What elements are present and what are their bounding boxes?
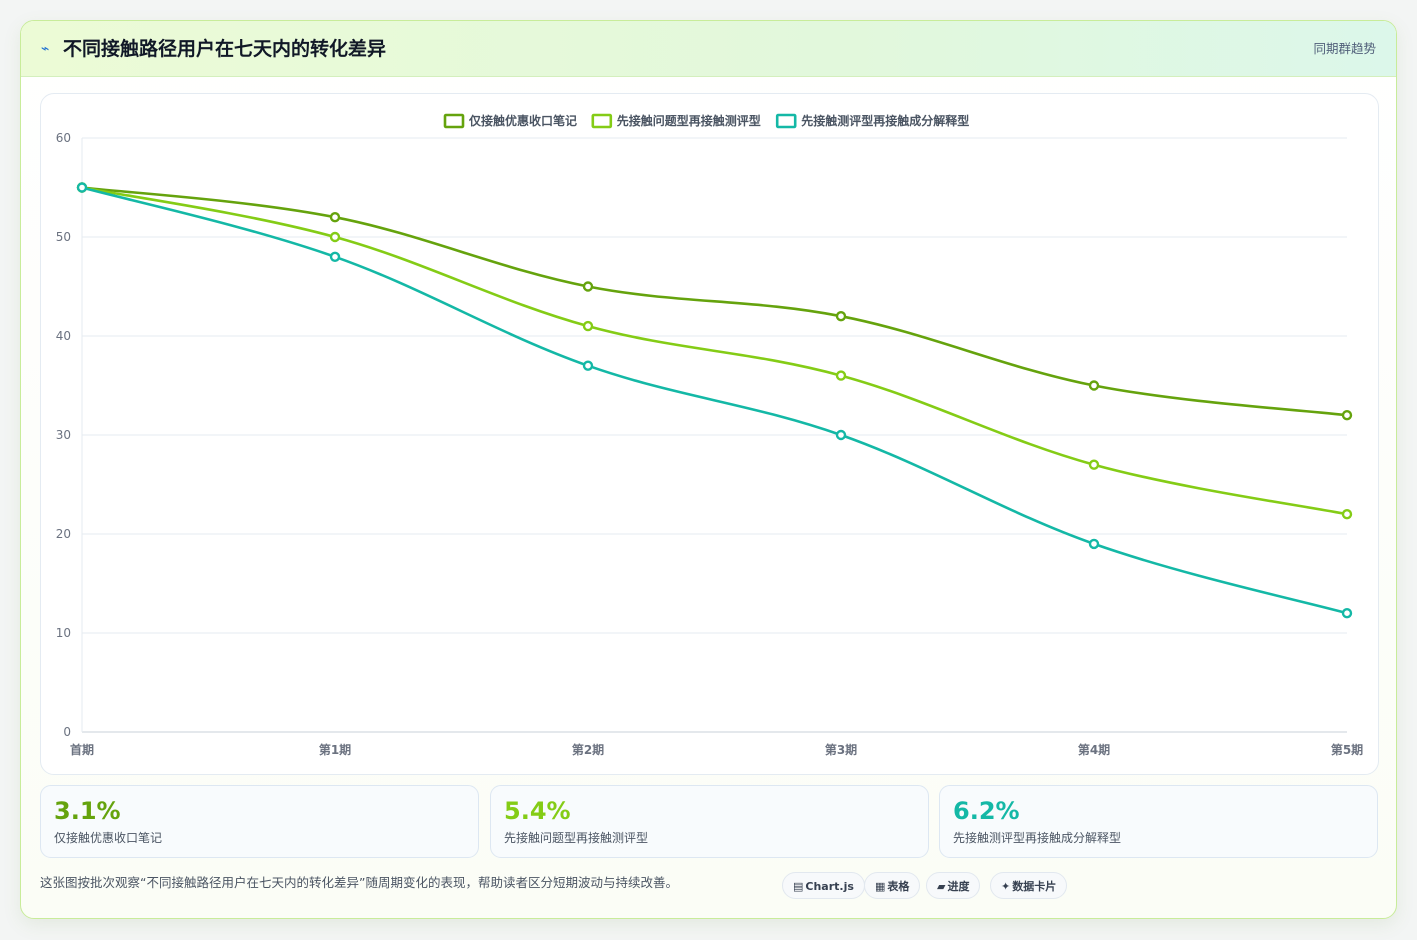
data-point [1341,608,1353,619]
data-point [1088,380,1100,391]
pulse-icon: ⌁ [41,41,50,57]
legend-swatch [591,113,613,129]
data-point [1088,538,1100,550]
stat-value: 5.4% [504,797,571,825]
y-tick-label: 20 [56,527,71,541]
stat-value: 6.2% [953,797,1020,825]
data-point [582,360,594,371]
header-tag: 同期群趋势 [1313,41,1376,56]
data-point [76,182,88,193]
series-line-3 [81,186,1348,615]
chart-icon: ▤ [793,880,804,893]
pill-label: 进度 [947,880,970,893]
y-tick-label: 30 [56,428,71,442]
legend-swatch [775,113,797,129]
data-point [329,251,341,263]
series-line-2 [81,186,1348,516]
data-point [1341,410,1353,421]
pill-label: 表格 [887,880,910,893]
y-tick-label: 60 [56,131,71,145]
table-pill[interactable]: ▦ 表格 [864,872,921,899]
chartjs-pill[interactable]: ▤ Chart.js [782,872,865,899]
progress-pill[interactable]: ▰ 进度 [926,872,981,899]
stat-label: 先接触问题型再接触测评型 [504,831,649,845]
stat-card-2: 5.4% 先接触问题型再接触测评型 [490,785,929,858]
card-header: ⌁ 不同接触路径用户在七天内的转化差异 同期群趋势 [21,21,1396,77]
stat-value: 3.1% [54,797,121,825]
y-tick-label: 10 [56,626,71,640]
legend-swatch [443,113,465,129]
chart-panel: 0 10 20 30 40 50 60 首期 第1期 第2期 第3期 第4期 第5期 仅接触优惠收口笔记 先… [40,93,1379,775]
y-tick-label: 0 [63,725,71,739]
data-point [835,310,847,322]
progress-icon: ▰ [937,880,946,893]
chart-card: ⌁ 不同接触路径用户在七天内的转化差异 同期群趋势 0 10 20 30 40 50 60 首… [20,20,1397,919]
data-point [329,231,341,243]
footer-note: 这张图按批次观察“不同接触路径用户在七天内的转化差异”随周期变化的表现，帮助读者… [40,875,678,890]
data-point [582,320,594,332]
stat-card-1: 3.1% 仅接触优惠收口笔记 [40,785,479,858]
series-line-1 [81,186,1348,417]
stat-card-3: 6.2% 先接触测评型再接触成分解释型 [939,785,1378,858]
stat-label: 仅接触优惠收口笔记 [54,831,163,845]
sparkle-icon: ✦ [1001,880,1011,893]
y-tick-label: 50 [56,230,71,244]
table-icon: ▦ [875,880,886,893]
pill-label: Chart.js [805,880,854,893]
data-point [1088,459,1100,470]
legend-label: 先接触测评型再接触成分解释型 [801,113,969,128]
x-tick-label: 首期 [70,742,94,757]
x-tick-label: 第5期 [1331,742,1363,757]
x-tick-label: 第3期 [825,742,857,757]
x-tick-label: 第4期 [1078,742,1110,757]
stat-label: 先接触测评型再接触成分解释型 [953,831,1122,845]
x-tick-label: 第1期 [319,742,351,757]
legend-label: 先接触问题型再接触测评型 [617,113,761,128]
pill-label: 数据卡片 [1012,880,1057,893]
data-point [835,370,847,381]
y-tick-label: 40 [56,329,71,343]
data-point [835,429,847,441]
line-chart: 0 10 20 30 40 50 60 首期 第1期 第2期 第3期 第4期 第5期 仅接触优惠收口笔记 先… [56,113,1363,757]
data-card-pill[interactable]: ✦ 数据卡片 [990,872,1068,899]
page-title: 不同接触路径用户在七天内的转化差异 [63,38,387,60]
data-point [1341,509,1353,520]
data-point [329,211,341,223]
legend-label: 仅接触优惠收口笔记 [468,113,577,128]
data-point [582,281,594,292]
x-tick-label: 第2期 [572,742,604,757]
